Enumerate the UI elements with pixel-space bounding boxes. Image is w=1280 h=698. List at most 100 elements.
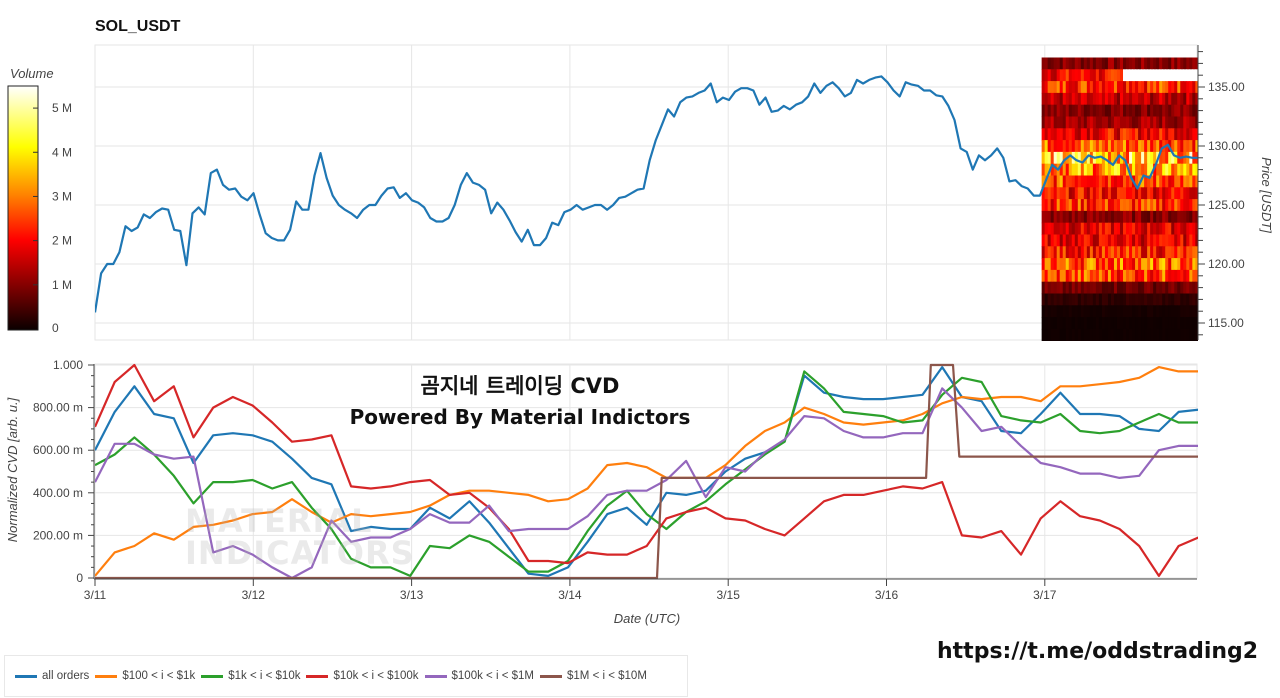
heatmap-cell <box>1165 222 1169 236</box>
heatmap-cell <box>1189 69 1193 82</box>
heatmap-cell <box>1101 199 1106 212</box>
heatmap-cell <box>1113 175 1118 188</box>
heatmap-cell <box>1050 151 1055 165</box>
legend-item-c10k[interactable]: $10k < i < $100k <box>306 670 419 682</box>
heatmap-cell <box>1101 128 1106 141</box>
heatmap-cell <box>1110 92 1115 106</box>
heatmap-cell <box>1104 175 1109 188</box>
heatmap-cell <box>1153 222 1157 236</box>
heatmap-cell <box>1071 317 1076 330</box>
heatmap-cell <box>1095 246 1100 259</box>
legend-item-c1k[interactable]: $1k < i < $10k <box>201 670 300 682</box>
heatmap-cell <box>1123 140 1127 153</box>
heatmap-cell <box>1062 104 1067 118</box>
heatmap-cell <box>1083 57 1088 70</box>
heatmap-cell <box>1098 187 1103 200</box>
heatmap-cell <box>1062 187 1067 200</box>
heatmap-cell <box>1129 175 1133 188</box>
heatmap-cell <box>1147 269 1151 283</box>
heatmap-cell <box>1183 128 1187 141</box>
heatmap-cell <box>1065 222 1070 236</box>
heatmap-cell <box>1062 234 1067 247</box>
heatmap-cell <box>1074 175 1079 188</box>
heatmap-cell <box>1065 175 1070 188</box>
heatmap-cell <box>1050 234 1055 247</box>
heatmap-cell <box>1092 104 1097 118</box>
heatmap-cell <box>1119 175 1124 188</box>
heatmap-cell <box>1129 116 1133 129</box>
heatmap-cell <box>1195 246 1198 259</box>
heatmap-cell <box>1195 163 1198 177</box>
heatmap-cell <box>1044 269 1049 283</box>
heatmap-cell <box>1098 128 1103 141</box>
heatmap-cell <box>1180 293 1184 306</box>
heatmap-cell <box>1165 57 1169 70</box>
heatmap-cell <box>1150 104 1154 118</box>
heatmap-cell <box>1129 234 1133 247</box>
legend-item-c100[interactable]: $100 < i < $1k <box>95 670 195 682</box>
heatmap-cell <box>1132 269 1136 283</box>
heatmap-cell <box>1135 57 1139 70</box>
heatmap-cell <box>1116 140 1121 153</box>
heatmap-cell <box>1186 328 1190 341</box>
heatmap-cell <box>1041 258 1046 271</box>
heatmap-cell <box>1129 57 1133 70</box>
heatmap-cell <box>1056 293 1061 306</box>
heatmap-cell <box>1123 163 1127 177</box>
heatmap-cell <box>1156 269 1160 283</box>
heatmap-cell <box>1065 234 1070 247</box>
telegram-link[interactable]: https://t.me/oddstrading2 <box>937 639 1259 664</box>
heatmap-cell <box>1089 258 1094 271</box>
legend-item-c100k[interactable]: $100k < i < $1M <box>424 670 534 682</box>
heatmap-cell <box>1098 281 1103 295</box>
heatmap-cell <box>1068 269 1073 283</box>
heatmap-cell <box>1186 269 1190 283</box>
heatmap-cell <box>1147 305 1151 318</box>
heatmap-cell <box>1177 328 1181 341</box>
heatmap-cell <box>1095 128 1100 141</box>
heatmap-cell <box>1083 317 1088 330</box>
heatmap-cell <box>1195 317 1198 330</box>
heatmap-cell <box>1162 222 1166 236</box>
legend-label: $100k < i < $1M <box>451 670 534 682</box>
heatmap-cell <box>1141 269 1145 283</box>
legend-item-c1m[interactable]: $1M < i < $10M <box>540 670 647 682</box>
heatmap-cell <box>1180 258 1184 271</box>
heatmap-cell <box>1186 258 1190 271</box>
heatmap-cell <box>1116 69 1121 82</box>
heatmap-cell <box>1189 128 1193 141</box>
heatmap-cell <box>1165 69 1169 82</box>
heatmap-cell <box>1168 81 1172 94</box>
heatmap-cell <box>1180 281 1184 295</box>
heatmap-cell <box>1041 222 1046 236</box>
heatmap-cell <box>1050 281 1055 295</box>
heatmap-cell <box>1071 163 1076 177</box>
heatmap-cell <box>1138 210 1142 224</box>
heatmap-cell <box>1062 163 1067 177</box>
heatmap-cell <box>1092 293 1097 306</box>
heatmap-cell <box>1168 328 1172 341</box>
heatmap-cell <box>1147 210 1151 224</box>
heatmap-cell <box>1053 210 1058 224</box>
heatmap-cell <box>1171 187 1175 200</box>
heatmap-cell <box>1074 210 1079 224</box>
heatmap-cell <box>1150 305 1154 318</box>
heatmap-cell <box>1080 246 1085 259</box>
colorbar-tick-label: 5 M <box>52 101 72 115</box>
heatmap-cell <box>1132 92 1136 106</box>
heatmap-cell <box>1104 163 1109 177</box>
heatmap-cell <box>1050 258 1055 271</box>
heatmap-cell <box>1183 151 1187 165</box>
heatmap-cell <box>1053 199 1058 212</box>
heatmap-cell <box>1147 258 1151 271</box>
heatmap-cell <box>1116 269 1121 283</box>
heatmap-cell <box>1062 328 1067 341</box>
legend-item-all[interactable]: all orders <box>15 670 89 682</box>
heatmap-cell <box>1059 163 1064 177</box>
heatmap-cell <box>1095 210 1100 224</box>
heatmap-cell <box>1080 140 1085 153</box>
heatmap-cell <box>1150 317 1154 330</box>
heatmap-cell <box>1113 293 1118 306</box>
heatmap-cell <box>1101 281 1106 295</box>
heatmap-cell <box>1180 222 1184 236</box>
